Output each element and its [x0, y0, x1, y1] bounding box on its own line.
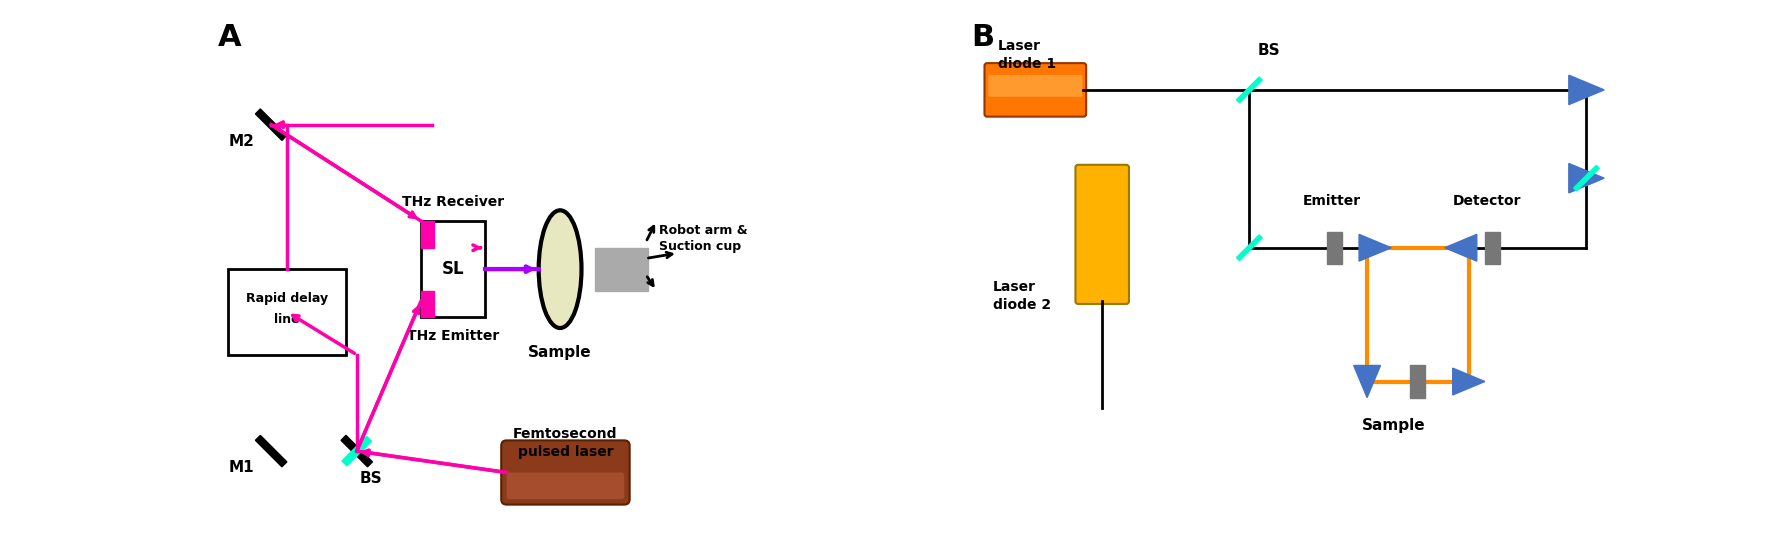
Polygon shape [1453, 368, 1485, 395]
Polygon shape [1574, 165, 1600, 191]
Polygon shape [1568, 164, 1604, 193]
Polygon shape [1237, 235, 1262, 261]
Text: THz Emitter: THz Emitter [408, 329, 500, 343]
FancyBboxPatch shape [507, 473, 624, 499]
Bar [1411, 366, 1425, 397]
Text: Detector: Detector [1453, 194, 1520, 208]
Polygon shape [340, 435, 372, 467]
Polygon shape [342, 436, 372, 466]
Text: BS: BS [1258, 43, 1279, 58]
FancyBboxPatch shape [985, 63, 1086, 116]
Polygon shape [1359, 234, 1391, 261]
Bar [422, 290, 434, 317]
Ellipse shape [539, 210, 581, 328]
Polygon shape [1354, 366, 1380, 397]
Text: Robot arm &: Robot arm & [659, 225, 748, 237]
Bar [1485, 232, 1501, 264]
FancyBboxPatch shape [989, 75, 1083, 97]
FancyBboxPatch shape [1076, 165, 1129, 304]
Text: A: A [218, 23, 241, 52]
Text: BS: BS [360, 471, 383, 486]
Text: pulsed laser: pulsed laser [517, 445, 613, 460]
Text: Emitter: Emitter [1302, 194, 1361, 208]
Text: B: B [971, 23, 994, 52]
Text: Femtosecond: Femtosecond [514, 427, 618, 441]
Text: Laser: Laser [998, 39, 1040, 53]
Bar [1327, 232, 1343, 264]
Polygon shape [255, 109, 287, 141]
FancyBboxPatch shape [422, 221, 486, 317]
Text: Suction cup: Suction cup [659, 240, 741, 254]
Bar [422, 221, 434, 248]
Text: M1: M1 [229, 461, 253, 475]
Polygon shape [1444, 234, 1476, 261]
Text: diode 1: diode 1 [998, 58, 1056, 71]
Text: SL: SL [441, 260, 464, 278]
Text: Sample: Sample [528, 345, 592, 360]
Text: Sample: Sample [1363, 418, 1426, 433]
Text: Laser: Laser [992, 279, 1035, 294]
FancyBboxPatch shape [229, 269, 346, 355]
Bar [595, 248, 649, 290]
Text: line: line [275, 313, 299, 327]
Polygon shape [1568, 75, 1604, 105]
Polygon shape [255, 435, 287, 467]
Text: Rapid delay: Rapid delay [246, 292, 328, 305]
Text: diode 2: diode 2 [992, 298, 1051, 312]
Polygon shape [1237, 77, 1262, 103]
Text: M2: M2 [229, 134, 253, 149]
Text: THz Receiver: THz Receiver [402, 195, 503, 209]
FancyBboxPatch shape [501, 440, 629, 505]
